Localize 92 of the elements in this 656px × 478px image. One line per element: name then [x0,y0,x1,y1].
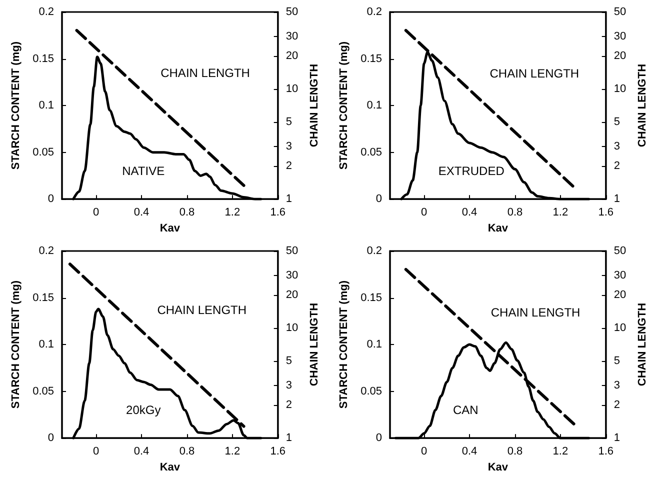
y-tick-label: 0 [48,432,54,444]
x-tick-label: 0 [93,446,100,458]
x-axis-title: Kav [488,222,509,234]
x-axis-title: Kav [160,222,181,234]
y2-axis-title: CHAIN LENGTH [636,302,648,386]
y-tick-label: 0.1 [366,100,382,112]
x-tick-label: 0.8 [179,206,195,219]
y-tick-label: 0.1 [38,338,54,351]
y2-tick-label: 30 [614,30,626,42]
y2-tick-label: 20 [614,50,626,62]
y-tick-label: 0 [48,193,54,206]
y2-tick-label: 20 [614,288,626,301]
y2-tick-label: 2 [614,160,620,172]
y-tick-label: 0.2 [38,6,54,18]
x-tick-label: 1.6 [270,206,286,219]
series-label: CHAIN LENGTH [490,305,580,320]
y2-axis-title: CHAIN LENGTH [308,64,320,148]
y2-axis-title: CHAIN LENGTH [636,64,648,148]
y-axis-title: STARCH CONTENT (mg) [10,41,22,170]
y2-tick-label: 1 [614,432,620,444]
y2-tick-label: 20 [286,50,298,62]
x-tick-label: 0.4 [134,446,150,458]
y2-tick-label: 1 [286,193,292,206]
y-tick-label: 0.05 [360,385,382,398]
y2-tick-label: 5 [286,116,292,128]
x-tick-label: 0.8 [179,446,195,458]
x-tick-label: 1.2 [552,206,568,219]
y-axis-title: STARCH CONTENT (mg) [10,280,22,409]
series-label: NATIVE [122,164,165,178]
x-tick-label: 0.8 [507,446,523,458]
series-label: 20kGy [126,403,161,418]
y2-axis-title: CHAIN LENGTH [308,302,320,386]
x-axis-title: Kav [160,462,181,474]
x-tick-label: 1.2 [224,206,240,219]
y-tick-label: 0.15 [32,52,54,65]
y-tick-label: 0.15 [32,292,54,304]
y2-tick-label: 30 [286,269,298,282]
y-tick-label: 0 [376,193,382,206]
x-tick-label: 1.2 [224,446,240,458]
y-tick-label: 0.05 [32,146,54,158]
y-tick-label: 0.1 [38,100,54,112]
y2-tick-label: 10 [286,82,298,95]
y-tick-label: 0.05 [360,146,382,158]
y2-tick-label: 10 [286,322,298,334]
y2-tick-label: 5 [614,116,620,128]
x-tick-label: 1.6 [598,206,614,219]
series-label: CAN [453,403,478,418]
y2-tick-label: 1 [286,432,292,444]
y-tick-label: 0.2 [366,6,382,18]
x-tick-label: 0.8 [507,206,523,219]
y2-tick-label: 3 [614,140,620,153]
y-tick-label: 0.15 [360,292,382,304]
y2-tick-label: 2 [286,398,292,411]
y2-tick-label: 30 [614,269,626,282]
x-tick-label: 0.4 [134,206,150,219]
x-tick-label: 0 [93,206,100,219]
x-tick-label: 1.2 [552,446,568,458]
y2-tick-label: 2 [614,398,620,411]
x-tick-label: 0.4 [462,206,478,219]
series-label: EXTRUDED [438,164,505,178]
y2-tick-label: 2 [286,160,292,172]
y2-tick-label: 10 [614,322,626,334]
y2-tick-label: 30 [286,30,298,42]
x-tick-label: 0 [421,446,428,458]
y2-tick-label: 3 [286,140,292,153]
y-tick-label: 0.1 [366,338,382,351]
series-label: CHAIN LENGTH [490,66,580,80]
y-tick-label: 0.15 [360,52,382,65]
y2-tick-label: 3 [286,380,292,392]
x-tick-label: 0 [421,206,428,219]
y2-tick-label: 50 [614,6,626,18]
y2-tick-label: 1 [614,193,620,206]
y2-tick-label: 5 [286,355,292,368]
x-tick-label: 0.4 [462,446,478,458]
y2-tick-label: 50 [614,245,626,257]
y2-tick-label: 3 [614,380,620,392]
x-tick-label: 1.6 [270,446,286,458]
y-tick-label: 0 [376,432,382,444]
y-axis-title: STARCH CONTENT (mg) [338,280,350,409]
series-label: CHAIN LENGTH [157,303,247,318]
y2-tick-label: 20 [286,288,298,301]
y2-tick-label: 50 [286,6,298,18]
y-tick-label: 0.2 [366,245,382,257]
y2-tick-label: 10 [614,82,626,95]
x-axis-title: Kav [488,462,509,474]
y-axis-title: STARCH CONTENT (mg) [338,41,350,170]
y2-tick-label: 50 [286,245,298,257]
series-label: CHAIN LENGTH [160,66,250,80]
y2-tick-label: 5 [614,355,620,368]
x-tick-label: 1.6 [598,446,614,458]
y-tick-label: 0.2 [38,245,54,257]
y-tick-label: 0.05 [32,385,54,398]
